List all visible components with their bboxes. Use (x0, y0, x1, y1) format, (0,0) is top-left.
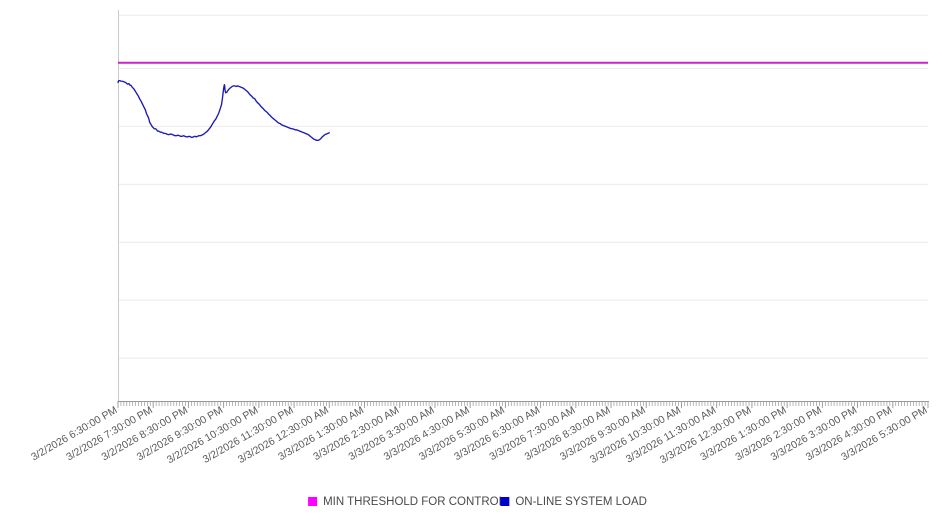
x-axis-major-ticks (117, 401, 929, 408)
legend-label: MIN THRESHOLD FOR CONTROL (323, 496, 505, 508)
legend-swatch-icon (500, 497, 510, 506)
online-system-load-series-line (117, 79, 330, 142)
x-axis-tick-labels: 3/2/2026 6:30:00 PM3/2/2026 7:30:00 PM3/… (29, 404, 929, 466)
legend-item-0[interactable]: MIN THRESHOLD FOR CONTROL (308, 496, 506, 508)
legend-swatch-icon (308, 497, 318, 506)
legend-label: ON-LINE SYSTEM LOAD (515, 496, 647, 508)
legend-item-1[interactable]: ON-LINE SYSTEM LOAD (500, 496, 647, 508)
chart-legend: MIN THRESHOLD FOR CONTROL ON-LINE SYSTEM … (308, 496, 647, 508)
gridlines (118, 14, 928, 359)
